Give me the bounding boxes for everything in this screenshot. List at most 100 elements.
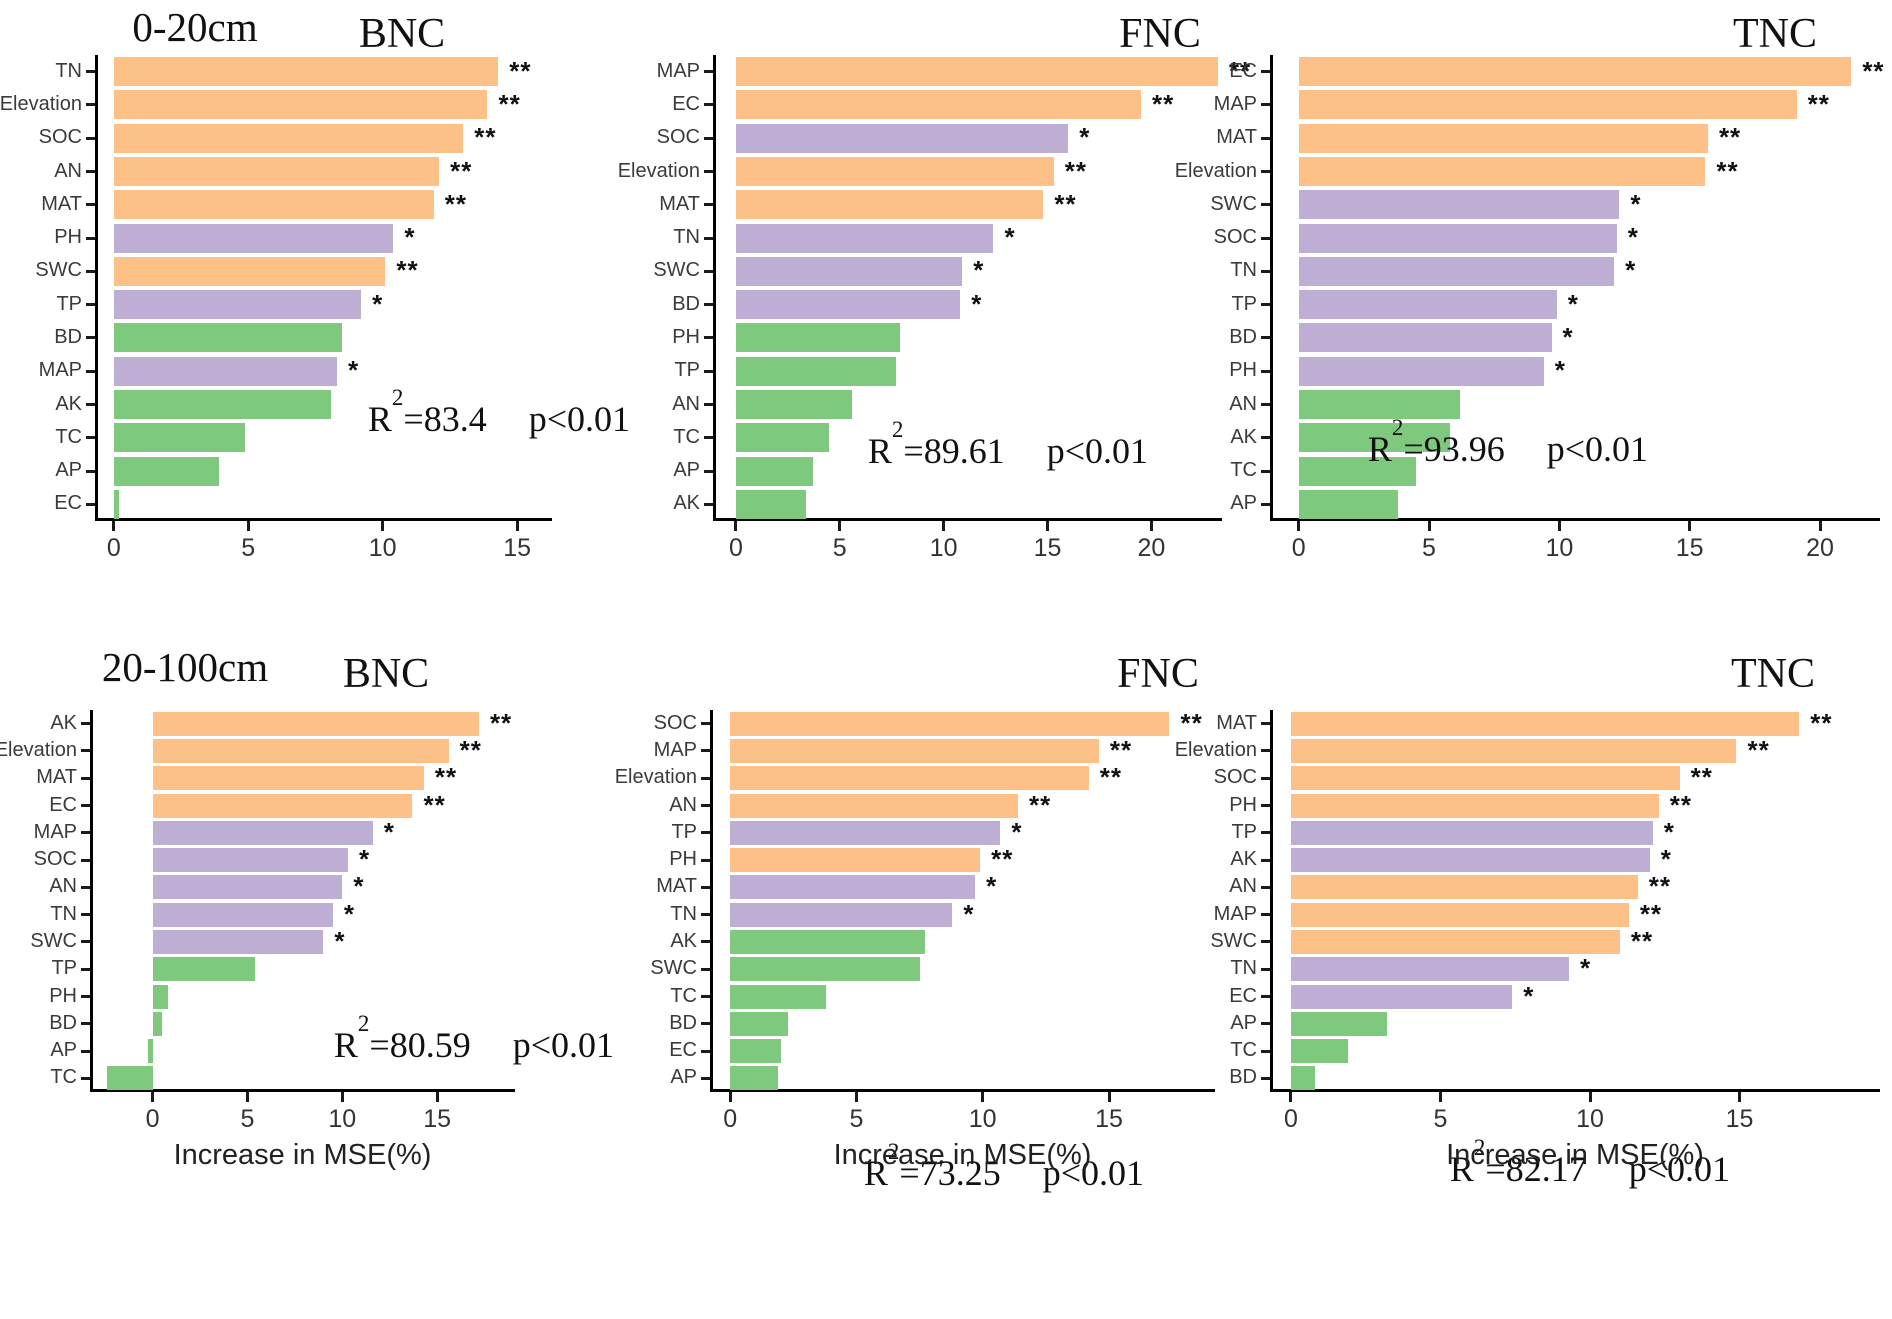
y-label-bnc-20-100-AN: AN [49,875,77,898]
sig-tnc-0-20-PH: * [1554,355,1566,386]
panel-title-tnc-0-20: TNC [1733,11,1817,57]
y-label-fnc-20-100-SWC: SWC [650,957,697,980]
y-tick-bnc-20-100-TN [81,913,90,917]
r2-value-fnc-20-100: R2=73.25 [863,1139,1001,1193]
y-label-tnc-0-20-AK: AK [1230,425,1257,448]
bar-fnc-20-100-BD [730,1011,789,1036]
y-label-tnc-0-20-AN: AN [1229,392,1257,415]
y-label-fnc-20-100-PH: PH [669,848,697,871]
bar-fnc-20-100-TN [730,902,953,927]
y-label-bnc-0-20-SOC: SOC [38,126,82,149]
bar-fnc-0-20-TC [735,423,830,453]
y-label-fnc-0-20-PH: PH [672,325,700,348]
x-tick-fnc-0-20-20 [1149,521,1153,531]
y-label-fnc-0-20-TN: TN [673,226,700,249]
bar-fnc-0-20-TP [735,356,896,386]
x-tick-fnc-0-20-10 [942,521,946,531]
x-tick-label-fnc-20-100-5: 5 [849,1105,864,1133]
x-tick-label-bnc-20-100-5: 5 [240,1105,255,1133]
x-tick-fnc-20-100-5 [855,1092,858,1102]
y-label-tnc-20-100-MAP: MAP [1213,902,1257,925]
bar-bnc-20-100-TN [152,902,333,927]
sig-fnc-20-100-SOC: ** [1180,707,1203,738]
y-tick-bnc-0-20-SOC [86,136,95,140]
sig-tnc-20-100-SOC: ** [1690,762,1713,793]
y-tick-bnc-20-100-TP [81,967,90,971]
bar-tnc-20-100-Elevation [1290,738,1737,763]
bar-fnc-20-100-Elevation [730,766,1089,791]
y-tick-fnc-20-100-AP [701,1076,710,1080]
bar-bnc-20-100-AK [152,711,479,736]
plot-area-fnc-20-100 [710,710,1215,1092]
y-tick-tnc-20-100-Elevation [1261,749,1270,753]
bar-tnc-0-20-BD [1298,323,1552,353]
y-label-fnc-20-100-BD: BD [669,1011,697,1034]
x-tick-bnc-0-20-10 [381,521,385,531]
y-label-fnc-0-20-TC: TC [673,425,700,448]
x-tick-bnc-0-20-0 [112,521,116,531]
bar-fnc-0-20-AP [735,456,813,486]
bar-fnc-20-100-SWC [730,957,920,982]
y-tick-fnc-0-20-PH [704,336,713,340]
y-label-fnc-20-100-TP: TP [671,820,697,843]
x-tick-label-bnc-0-20-15: 15 [503,534,531,562]
y-tick-tnc-0-20-PH [1261,369,1270,373]
bar-fnc-0-20-EC [735,90,1141,120]
y-label-bnc-0-20-AK: AK [55,392,82,415]
bar-tnc-0-20-SOC [1298,223,1617,253]
y-tick-fnc-20-100-EC [701,1049,710,1053]
x-tick-label-tnc-20-100-5: 5 [1433,1105,1448,1133]
y-tick-fnc-20-100-Elevation [701,776,710,780]
bar-tnc-0-20-MAP [1298,90,1797,120]
y-label-fnc-0-20-AK: AK [673,492,700,515]
sig-fnc-0-20-BD: * [971,288,983,319]
y-label-tnc-0-20-MAP: MAP [1213,92,1257,115]
y-tick-tnc-20-100-BD [1261,1076,1270,1080]
bar-fnc-0-20-PH [735,323,900,353]
y-tick-tnc-20-100-SOC [1261,776,1270,780]
x-tick-fnc-20-100-15 [1107,1092,1111,1102]
bar-fnc-0-20-MAP [735,57,1218,87]
y-label-tnc-20-100-PH: PH [1229,793,1257,816]
x-tick-fnc-0-20-15 [1046,521,1049,531]
sig-bnc-0-20-Elevation: ** [498,88,521,119]
sig-fnc-20-100-MAT: * [986,871,998,902]
panel-title-bnc-20-100: BNC [342,651,430,697]
y-tick-fnc-0-20-TC [704,436,713,440]
sig-tnc-0-20-MAT: ** [1718,122,1742,153]
y-label-fnc-20-100-EC: EC [669,1039,697,1062]
panel-title-fnc-20-100: FNC [1117,651,1199,697]
sig-fnc-0-20-SWC: * [973,255,985,286]
r2-value-tnc-0-20: R2=93.96 [1367,415,1505,469]
bar-fnc-0-20-TN [735,223,994,253]
x-tick-label-tnc-0-20-10: 10 [1545,534,1574,562]
x-tick-label-fnc-0-20-15: 15 [1033,534,1062,562]
sig-tnc-20-100-MAT: ** [1810,707,1833,738]
sig-tnc-0-20-Elevation: ** [1716,155,1739,186]
y-label-fnc-0-20-EC: EC [672,92,700,115]
y-tick-bnc-20-100-AP [81,1049,90,1053]
y-tick-tnc-20-100-MAP [1261,913,1270,917]
x-tick-tnc-0-20-20 [1818,521,1822,531]
bar-bnc-0-20-MAP [113,356,337,386]
bar-bnc-20-100-PH [152,984,168,1009]
y-label-tnc-20-100-SWC: SWC [1210,929,1257,952]
x-tick-label-bnc-0-20-0: 0 [106,534,121,562]
sig-tnc-20-100-Elevation: ** [1747,734,1770,765]
sig-bnc-0-20-SWC: ** [396,255,419,286]
r2-value-bnc-20-100: R2=80.59 [333,1011,471,1065]
plot-area-bnc-0-20 [95,55,552,521]
panel-title-bnc-0-20: BNC [358,11,446,57]
bar-fnc-0-20-AN [735,390,853,419]
y-tick-tnc-20-100-SWC [1261,940,1270,944]
sig-tnc-0-20-MAP: ** [1807,88,1830,119]
x-tick-bnc-20-100-15 [435,1092,439,1102]
y-label-tnc-0-20-PH: PH [1229,359,1257,382]
x-tick-label-fnc-0-20-20: 20 [1137,534,1166,562]
y-tick-bnc-0-20-EC [86,502,95,506]
sig-tnc-0-20-TN: * [1625,255,1637,286]
y-tick-tnc-0-20-TN [1261,269,1270,273]
sig-tnc-20-100-TN: * [1580,953,1592,984]
y-tick-fnc-0-20-TP [704,369,713,373]
y-label-bnc-20-100-AK: AK [50,711,77,734]
